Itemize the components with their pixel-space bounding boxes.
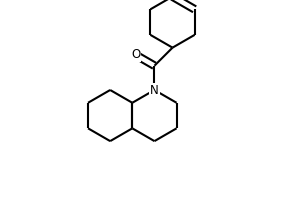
Text: N: N	[150, 84, 159, 97]
Text: O: O	[131, 48, 140, 61]
